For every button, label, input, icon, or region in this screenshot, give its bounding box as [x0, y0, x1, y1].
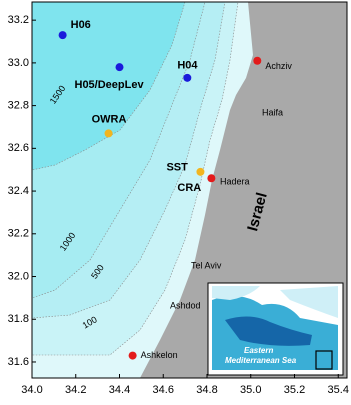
inset-label: Eastern — [244, 346, 273, 355]
station-label: H05/DeepLev — [75, 79, 145, 91]
station-label: H06 — [71, 19, 91, 31]
station-label: H04 — [177, 60, 198, 72]
station — [207, 174, 216, 183]
y-tick-label: 32.0 — [8, 270, 29, 282]
x-tick-label: 34.4 — [109, 384, 130, 396]
contour-1500 — [31, 1, 186, 171]
station-label: CRA — [177, 182, 201, 194]
x-tick-label: 35.4 — [328, 384, 349, 396]
inset-deep — [225, 316, 312, 346]
x-tick-label: 34.8 — [196, 384, 217, 396]
y-tick-label: 31.8 — [8, 313, 29, 325]
y-tick-label: 31.6 — [8, 356, 29, 368]
station-label: OWRA — [92, 113, 127, 125]
place-label: Hadera — [220, 176, 250, 186]
station — [58, 31, 67, 40]
frame — [31, 1, 348, 379]
x-tick-label: 34.2 — [65, 384, 86, 396]
y-tick-label: 32.4 — [8, 185, 29, 197]
y-tick-label: 32.6 — [8, 142, 29, 154]
place-label: Achziv — [265, 61, 292, 71]
place-label: Ashkelon — [141, 350, 178, 360]
x-tick-label: 35.2 — [284, 384, 305, 396]
inset-label: Mediterranean Sea — [225, 356, 297, 365]
place-label: Haifa — [262, 107, 283, 117]
place — [253, 56, 262, 65]
y-tick-label: 32.8 — [8, 100, 29, 112]
y-tick-label: 33.2 — [8, 14, 29, 26]
place-label: Tel Aviv — [191, 260, 222, 270]
station — [104, 129, 113, 138]
inset-box — [315, 350, 333, 370]
station-label: SST — [166, 162, 188, 174]
y-tick-label: 33.0 — [8, 57, 29, 69]
station — [115, 63, 124, 72]
station — [196, 167, 205, 176]
x-tick-label: 34.6 — [153, 384, 174, 396]
place-label: Ashdod — [170, 300, 201, 310]
inset: Eastern Mediterranean Sea — [207, 282, 344, 376]
inset-land — [212, 286, 338, 318]
x-tick-label: 34.0 — [21, 384, 42, 396]
x-tick-label: 35.0 — [240, 384, 261, 396]
station — [183, 73, 192, 82]
y-tick-label: 32.2 — [8, 228, 29, 240]
place — [128, 351, 137, 360]
